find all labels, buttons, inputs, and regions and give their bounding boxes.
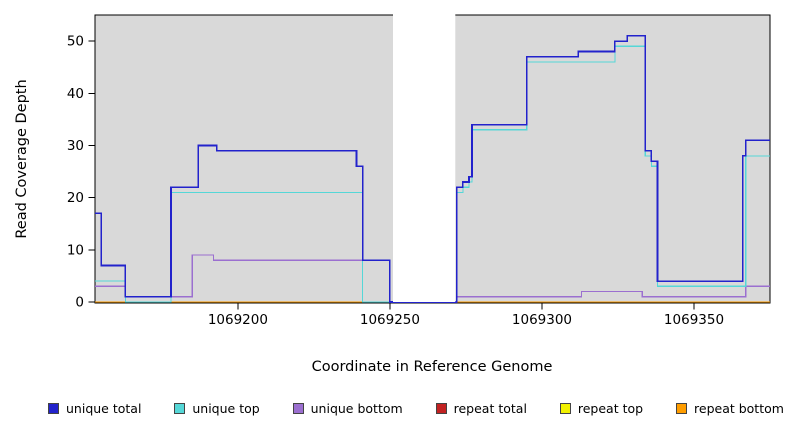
y-tick-label: 30 xyxy=(67,138,84,154)
x-tick-label: 1069200 xyxy=(208,312,268,328)
y-tick-label: 20 xyxy=(67,190,84,206)
legend-item-repeat-top: repeat top xyxy=(559,401,644,416)
repeat-bottom-swatch-icon xyxy=(676,403,688,414)
coverage-chart: 1069200 1069250 1069300 106935001020304050 … xyxy=(14,8,771,375)
legend-label: repeat bottom xyxy=(694,401,784,416)
legend-label: repeat top xyxy=(577,401,644,416)
unique-total-swatch-icon xyxy=(48,403,59,414)
legend-item-unique-top: unique top xyxy=(174,401,260,416)
x-tick-label: 1069250 xyxy=(360,312,420,328)
legend-label: unique top xyxy=(192,401,260,416)
series-line-unique-total xyxy=(95,35,770,303)
legend-item-repeat-total: repeat total xyxy=(435,401,527,416)
x-axis-label: Coordinate in Reference Genome xyxy=(312,359,553,375)
chart-legend: unique total unique top unique bottom re… xyxy=(48,401,784,416)
y-axis-label: Read Coverage Depth xyxy=(14,79,30,238)
repeat-top-swatch-icon xyxy=(559,403,571,414)
repeat-total-swatch-icon xyxy=(435,403,447,414)
legend-item-unique-bottom: unique bottom xyxy=(292,401,403,416)
unique-bottom-swatch-icon xyxy=(292,403,304,414)
y-tick-label: 0 xyxy=(75,295,84,311)
legend-item-unique-total: unique total xyxy=(48,401,141,416)
unique-top-swatch-icon xyxy=(174,403,186,414)
legend-label: repeat total xyxy=(453,401,527,416)
x-tick-label: 1069350 xyxy=(664,312,724,328)
legend-label: unique bottom xyxy=(310,401,403,416)
legend-label: unique total xyxy=(66,401,142,416)
legend-item-repeat-bottom: repeat bottom xyxy=(676,401,784,416)
y-tick-label: 50 xyxy=(67,34,84,50)
x-tick-label: 1069300 xyxy=(512,312,572,328)
y-tick-label: 10 xyxy=(67,242,84,258)
masked-region xyxy=(393,8,456,302)
y-tick-label: 40 xyxy=(67,86,84,102)
